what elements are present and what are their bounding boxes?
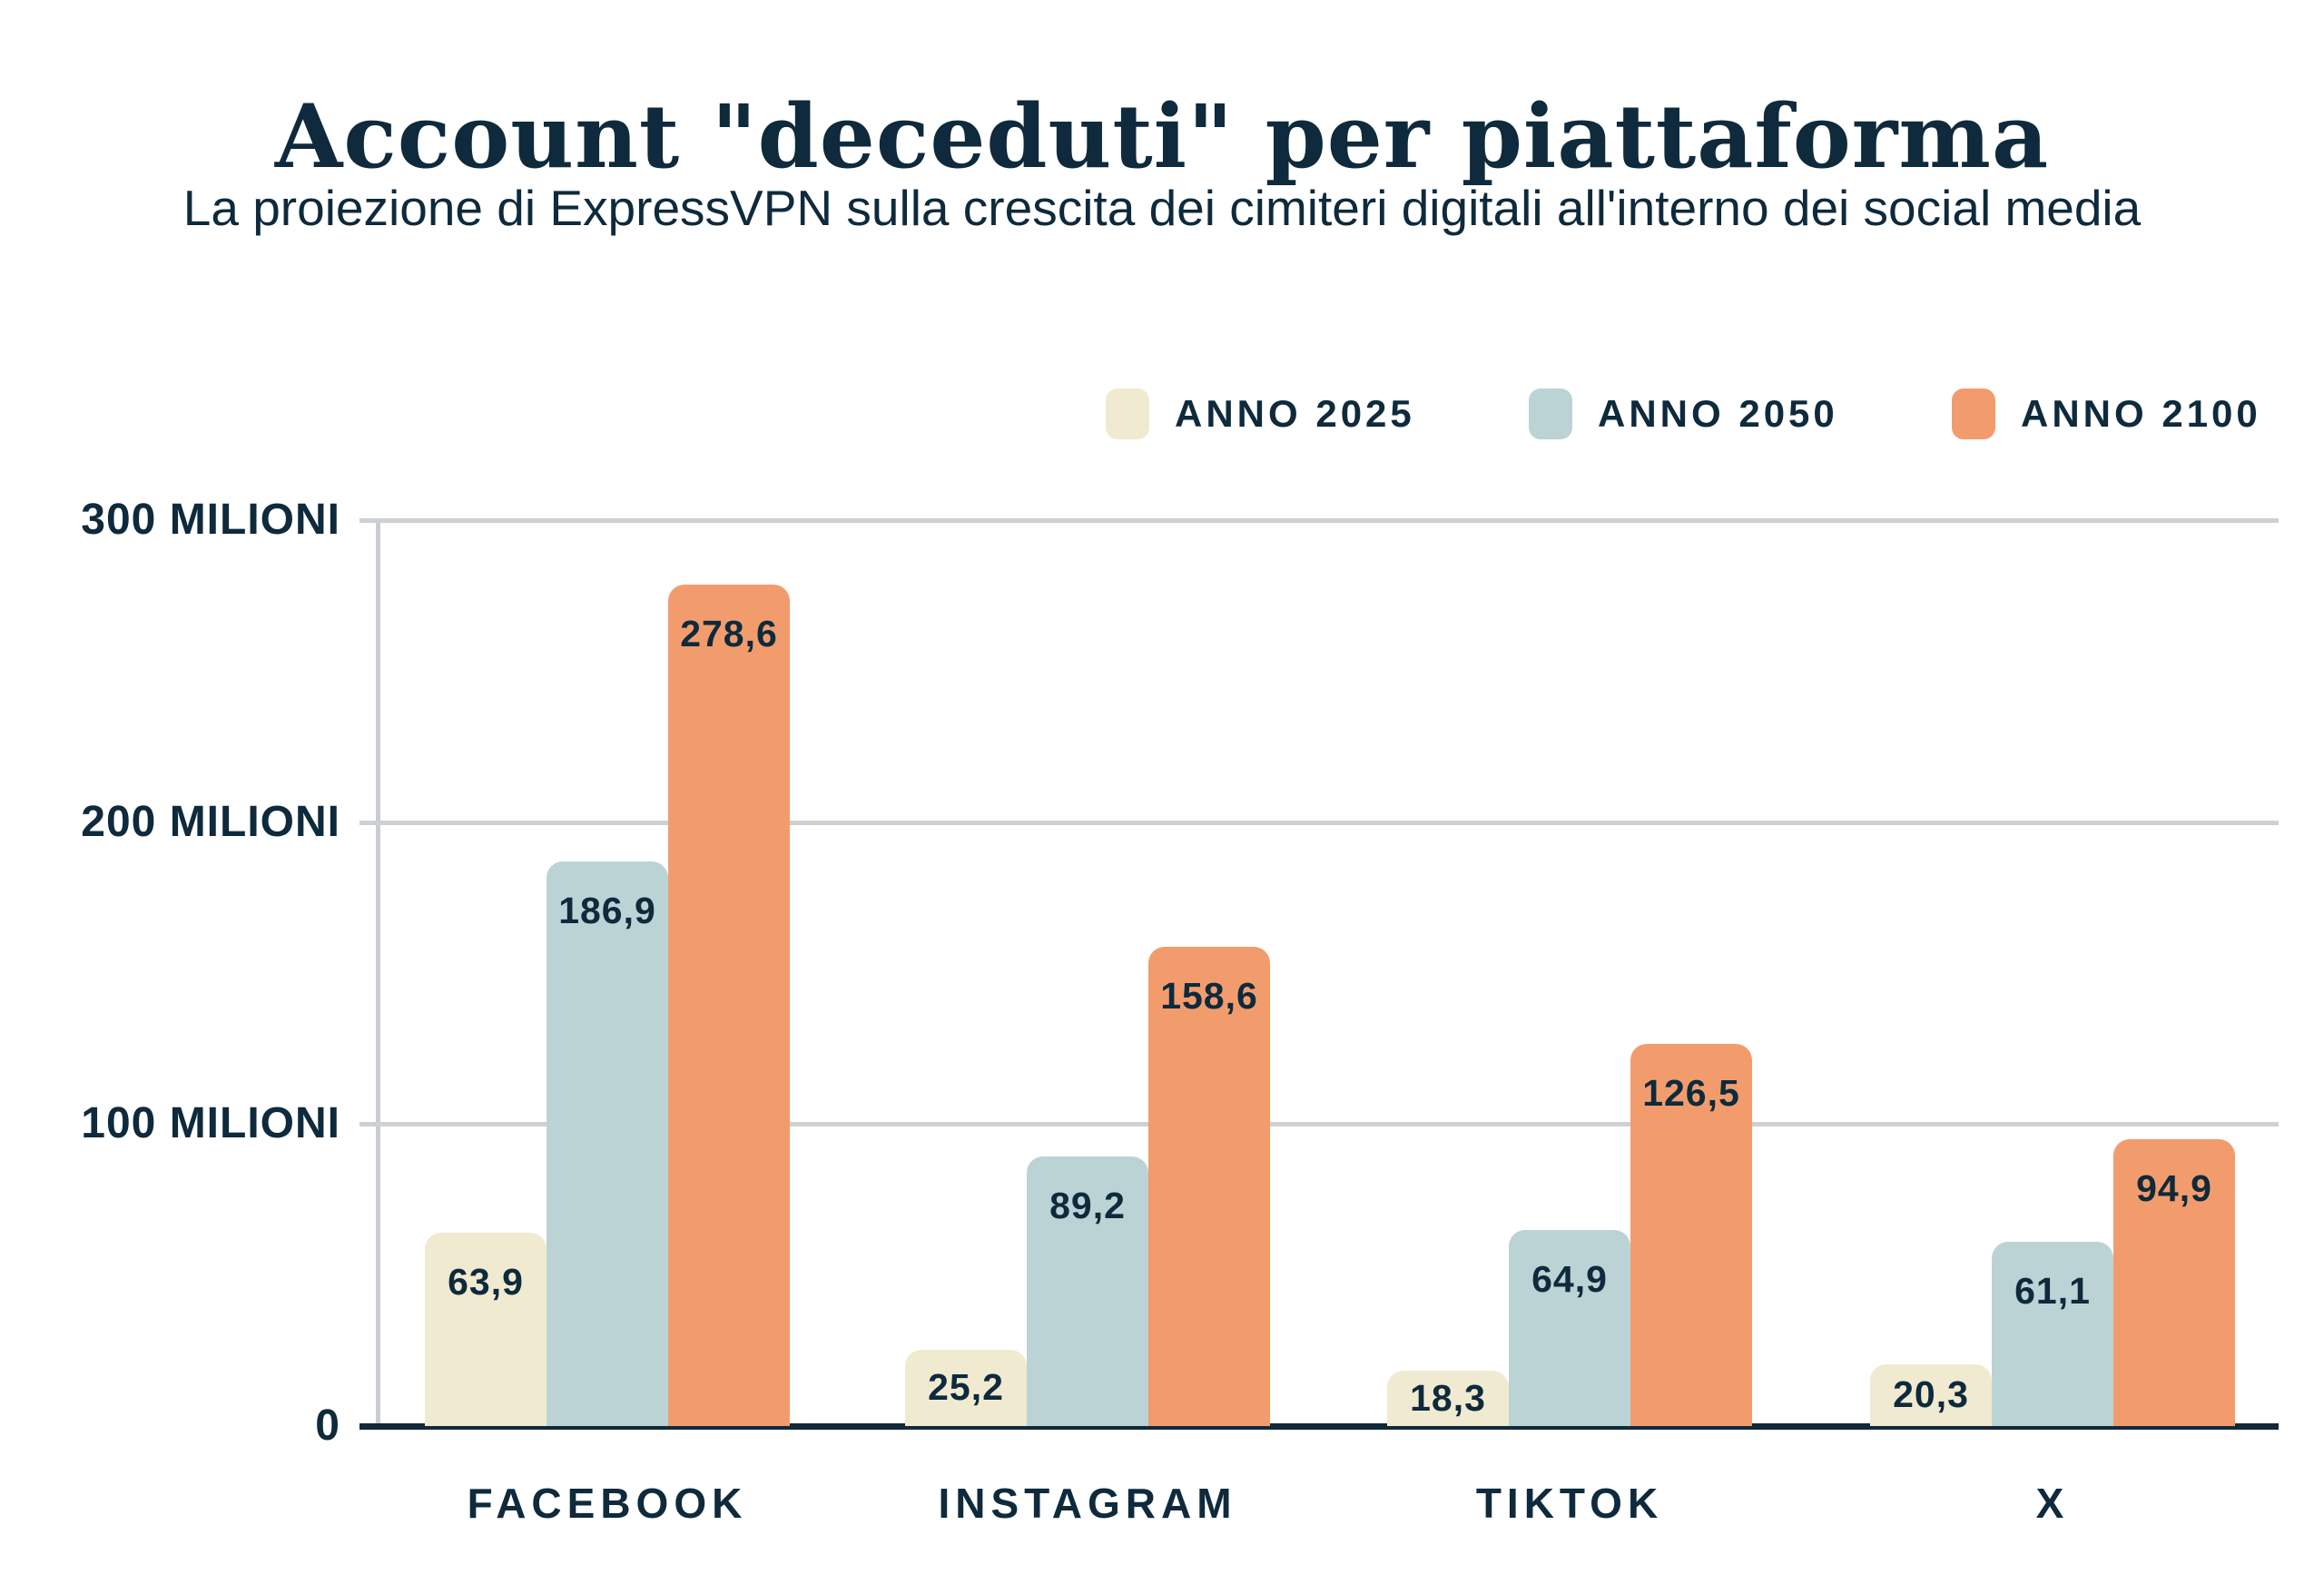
y-axis-tick-100m bbox=[359, 1122, 376, 1127]
legend-item-anno-2025: ANNO 2025 bbox=[1106, 389, 1415, 439]
bar-facebook-anno-2100: 278,6 bbox=[668, 585, 790, 1426]
y-axis-label: 300 MILIONI bbox=[81, 496, 340, 544]
bar-instagram-anno-2050: 89,2 bbox=[1027, 1156, 1148, 1426]
y-axis-label: 100 MILIONI bbox=[81, 1099, 340, 1148]
bar-instagram-anno-2100: 158,6 bbox=[1148, 947, 1270, 1426]
x-axis-baseline bbox=[359, 1423, 2279, 1430]
bar-tiktok-anno-2050: 64,9 bbox=[1509, 1230, 1630, 1426]
legend-swatch-anno-2025 bbox=[1106, 389, 1149, 439]
bar-value-label: 126,5 bbox=[1642, 1072, 1740, 1114]
legend-swatch-anno-2050 bbox=[1529, 389, 1572, 439]
bar-facebook-anno-2050: 186,9 bbox=[547, 861, 668, 1426]
bar-value-label: 20,3 bbox=[1893, 1373, 1969, 1415]
bar-value-label: 64,9 bbox=[1531, 1258, 1608, 1300]
gridline-200m bbox=[376, 820, 2279, 825]
bar-value-label: 158,6 bbox=[1160, 975, 1258, 1017]
bar-instagram-anno-2025: 25,2 bbox=[905, 1350, 1027, 1426]
bar-value-label: 278,6 bbox=[680, 613, 778, 654]
legend-item-anno-2050: ANNO 2050 bbox=[1529, 389, 1838, 439]
bar-value-label: 25,2 bbox=[928, 1366, 1004, 1408]
category-label-instagram: INSTAGRAM bbox=[938, 1480, 1237, 1527]
bar-x-anno-2050: 61,1 bbox=[1992, 1242, 2113, 1426]
gridline-100m bbox=[376, 1122, 2279, 1127]
bar-tiktok-anno-2025: 18,3 bbox=[1387, 1371, 1509, 1426]
legend-swatch-anno-2100 bbox=[1952, 389, 1995, 439]
y-axis-tick-200m bbox=[359, 820, 376, 825]
y-axis-label: 0 bbox=[315, 1402, 340, 1450]
legend-label: ANNO 2025 bbox=[1175, 392, 1415, 435]
chart-title: Account "deceduti" per piattaforma bbox=[274, 85, 2050, 189]
bar-value-label: 94,9 bbox=[2136, 1167, 2212, 1209]
gridline-300m bbox=[376, 518, 2279, 523]
bar-tiktok-anno-2100: 126,5 bbox=[1630, 1044, 1752, 1426]
bar-value-label: 186,9 bbox=[558, 890, 656, 931]
category-label-x: X bbox=[2035, 1480, 2070, 1527]
bar-facebook-anno-2025: 63,9 bbox=[425, 1233, 547, 1426]
bar-value-label: 89,2 bbox=[1049, 1185, 1126, 1226]
legend-label: ANNO 2100 bbox=[2021, 392, 2261, 435]
bar-value-label: 61,1 bbox=[2014, 1270, 2091, 1312]
category-label-tiktok: TIKTOK bbox=[1475, 1480, 1664, 1527]
bar-x-anno-2100: 94,9 bbox=[2113, 1139, 2235, 1426]
bar-value-label: 18,3 bbox=[1410, 1377, 1486, 1419]
y-axis-tick-300m bbox=[359, 518, 376, 523]
y-axis-line bbox=[376, 520, 380, 1426]
bar-x-anno-2025: 20,3 bbox=[1870, 1364, 1992, 1426]
category-label-facebook: FACEBOOK bbox=[467, 1480, 748, 1527]
chart-subtitle: La proiezione di ExpressVPN sulla cresci… bbox=[182, 180, 2142, 236]
legend-label: ANNO 2050 bbox=[1598, 392, 1838, 435]
y-axis-label: 200 MILIONI bbox=[81, 797, 340, 846]
bar-value-label: 63,9 bbox=[448, 1261, 524, 1303]
legend-item-anno-2100: ANNO 2100 bbox=[1952, 389, 2261, 439]
